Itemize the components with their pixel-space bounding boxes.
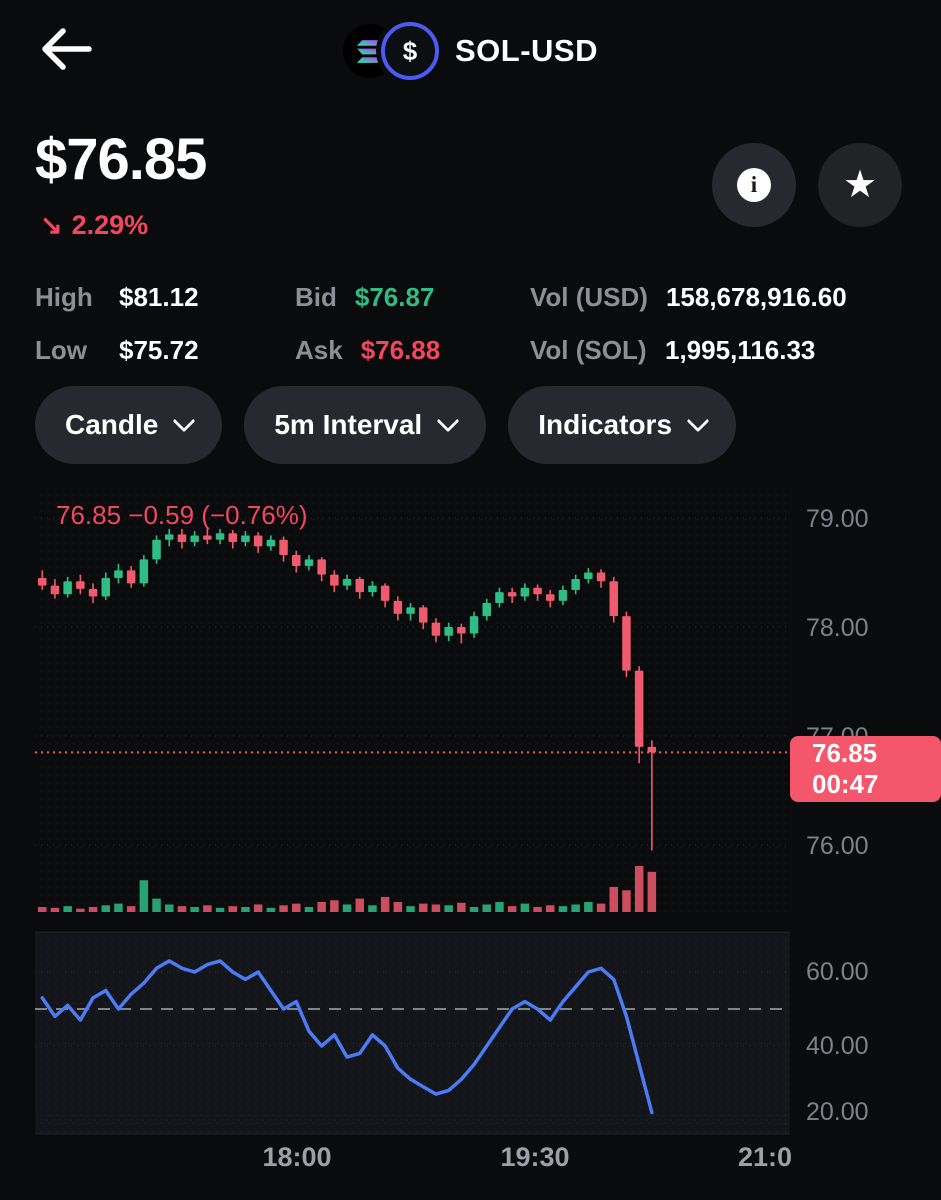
time-axis-label: 21:0 [737, 1142, 793, 1172]
stat-vol-sol: Vol (SOL) 1,995,116.33 [530, 335, 847, 365]
stat-value: $76.88 [360, 335, 441, 365]
indicators-label: Indicators [538, 409, 673, 440]
interval-dropdown[interactable]: 5m Interval [244, 386, 487, 464]
stat-label: Vol (SOL) [530, 335, 647, 365]
price-change: ↘ 2.29% [40, 210, 148, 241]
price-axis-label: 79.00 [806, 505, 869, 533]
stat-value: $81.12 [119, 282, 199, 312]
rsi-indicator-chart[interactable] [0, 930, 941, 1142]
rsi-axis-label: 60.00 [806, 958, 869, 986]
stat-high: High $81.12 [35, 282, 199, 312]
star-icon: ★ [842, 164, 878, 206]
time-axis-label: 19:30 [500, 1142, 570, 1172]
header: $ SOL-USD [0, 20, 941, 82]
stat-value: $76.87 [354, 282, 435, 312]
chevron-down-icon [686, 409, 710, 433]
indicators-dropdown[interactable]: Indicators [508, 386, 737, 464]
chevron-down-icon [436, 409, 460, 433]
current-price: $76.85 [35, 127, 207, 192]
time-axis-label: 18:00 [262, 1142, 332, 1172]
dollar-glyph: $ [402, 35, 418, 66]
stat-label: Vol (USD) [530, 282, 648, 312]
stat-ask: Ask $76.88 [295, 335, 440, 365]
rsi-axis-label: 20.00 [806, 1098, 869, 1126]
price-axis-label: 76.00 [806, 832, 869, 860]
chevron-down-icon [173, 409, 196, 433]
price-change-percent: 2.29% [71, 210, 149, 240]
stat-label: Low [35, 335, 87, 365]
dollar-icon: $ [381, 22, 439, 80]
stats-column-1: High $81.12 Low $75.72 [35, 282, 199, 365]
last-price-value: 76.85 [812, 738, 878, 768]
interval-label: 5m Interval [274, 409, 423, 440]
rsi-axis-label: 40.00 [806, 1032, 869, 1060]
candle-type-label: Candle [65, 409, 159, 440]
stats-column-3: Vol (USD) 158,678,916.60 Vol (SOL) 1,995… [530, 282, 847, 365]
ohlc-legend: 76.85 −0.59 (−0.76%) [56, 500, 308, 530]
candle-countdown: 00:47 [812, 769, 879, 799]
pair-icon: $ [343, 22, 439, 80]
arrow-left-icon [42, 27, 92, 70]
stats-column-2: Bid $76.87 Ask $76.88 [295, 282, 440, 365]
stat-value: 158,678,916.60 [665, 282, 847, 312]
chart-toolbar: Candle 5m Interval Indicators [35, 386, 737, 464]
info-button[interactable]: i [712, 143, 796, 227]
stat-low: Low $75.72 [35, 335, 199, 365]
down-arrow-icon: ↘ [40, 210, 63, 240]
stat-label: High [35, 282, 93, 312]
candle-type-dropdown[interactable]: Candle [35, 386, 223, 464]
page-title: SOL-USD [455, 33, 598, 68]
info-icon: i [737, 168, 771, 202]
stat-value: $75.72 [119, 335, 199, 365]
stat-vol-usd: Vol (USD) 158,678,916.60 [530, 282, 847, 312]
price-axis-label: 78.00 [806, 614, 869, 642]
stat-label: Ask [295, 335, 343, 365]
favorite-button[interactable]: ★ [818, 143, 902, 227]
last-price-tag: 76.85 00:47 [790, 736, 941, 802]
candlestick-chart[interactable] [0, 470, 941, 930]
stat-bid: Bid $76.87 [295, 282, 440, 312]
back-button[interactable] [34, 24, 98, 76]
stat-value: 1,995,116.33 [665, 335, 816, 365]
stat-label: Bid [295, 282, 337, 312]
